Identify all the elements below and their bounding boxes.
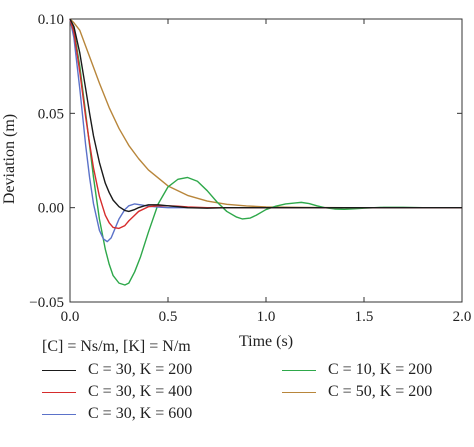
legend-label: C = 30, K = 400 xyxy=(88,383,193,400)
legend-label: C = 50, K = 200 xyxy=(328,383,433,400)
x-axis-label: Time (s) xyxy=(239,333,293,350)
legend-header: [C] = Ns/m, [K] = N/m xyxy=(42,338,191,355)
y-tick-label: −0.05 xyxy=(29,295,64,311)
x-tick-label: 0.5 xyxy=(159,309,178,325)
plot-frame xyxy=(69,18,463,303)
legend-label: C = 30, K = 200 xyxy=(88,361,193,378)
series-line-c-10-k-200 xyxy=(69,18,462,286)
x-tick-label: 1.5 xyxy=(355,309,374,325)
legend-swatch xyxy=(282,370,316,371)
legend-label: C = 30, K = 600 xyxy=(88,405,193,422)
legend-swatch xyxy=(42,414,76,415)
y-tick-label: 0.00 xyxy=(38,201,64,217)
y-axis-label: Deviation (m) xyxy=(1,114,18,204)
legend-swatch xyxy=(42,370,76,371)
legend-swatch xyxy=(42,392,76,393)
y-tick-label: 0.10 xyxy=(38,12,64,28)
series-line-c-30-k-200 xyxy=(69,18,462,213)
plot-area xyxy=(69,18,462,286)
axes: 0.0 0.5 1.0 1.5 2.0 −0.05 0.00 0.05 0.10 xyxy=(29,12,471,325)
x-tick-label: 2.0 xyxy=(453,309,472,325)
series-line-c-30-k-400 xyxy=(69,18,462,230)
legend-swatch xyxy=(282,392,316,393)
chart-legend: [C] = Ns/m, [K] = N/m C = 30, K = 200 C =… xyxy=(42,338,472,447)
legend-label: C = 10, K = 200 xyxy=(328,361,433,378)
x-tick-label: 1.0 xyxy=(257,309,276,325)
x-tick-label: 0.0 xyxy=(61,309,80,325)
series-line-c-50-k-200 xyxy=(69,18,462,209)
y-tick-label: 0.05 xyxy=(38,106,64,122)
